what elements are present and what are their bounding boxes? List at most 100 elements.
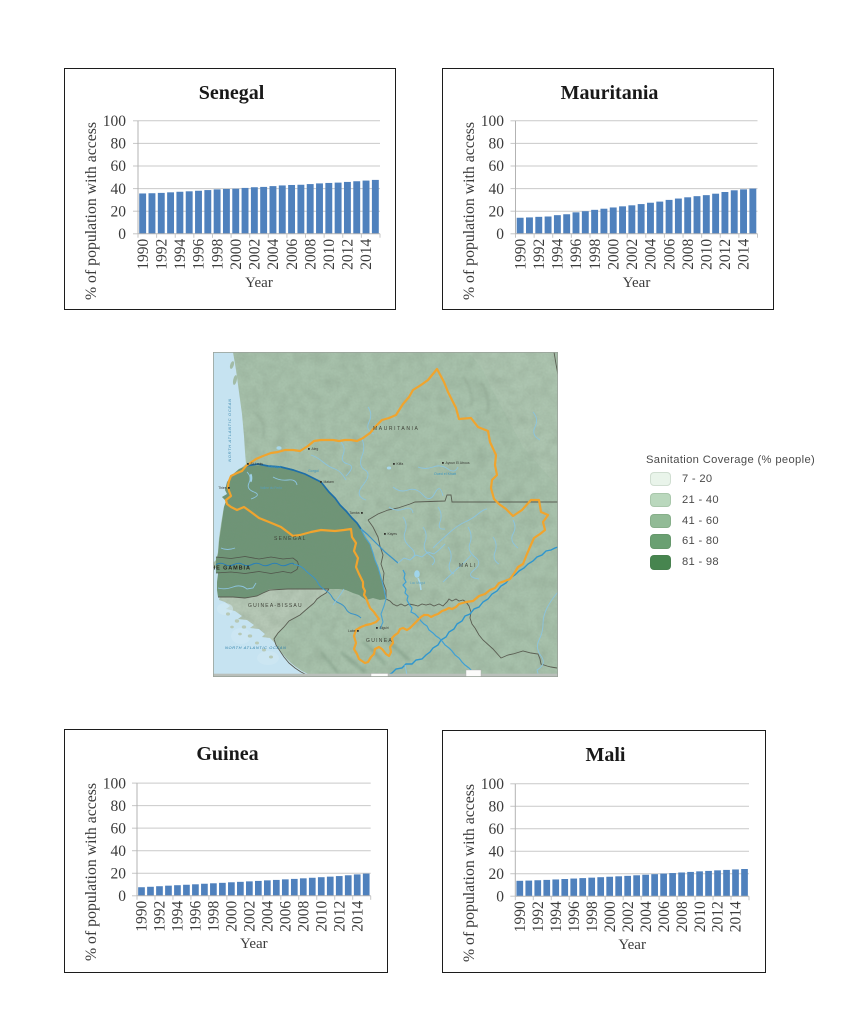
svg-text:% of population with access: % of population with access — [461, 122, 478, 300]
svg-text:Year: Year — [240, 936, 268, 952]
svg-text:Year: Year — [618, 937, 646, 953]
svg-text:1990: 1990 — [512, 901, 529, 932]
svg-text:Aleg: Aleg — [312, 447, 319, 451]
svg-text:Mauritania: Mauritania — [561, 82, 659, 104]
svg-text:Vallee du Ferlo: Vallee du Ferlo — [260, 486, 282, 490]
svg-text:Senegal: Senegal — [268, 465, 281, 469]
svg-text:2010: 2010 — [692, 901, 709, 932]
svg-text:Year: Year — [245, 275, 273, 291]
svg-text:1994: 1994 — [550, 239, 567, 270]
svg-text:St-Louis: St-Louis — [251, 462, 264, 466]
svg-text:1996: 1996 — [191, 239, 208, 270]
svg-text:1994: 1994 — [170, 901, 187, 932]
svg-text:2014: 2014 — [728, 901, 745, 932]
svg-text:Lac Magui: Lac Magui — [410, 581, 425, 585]
svg-text:1998: 1998 — [209, 239, 226, 270]
svg-text:20: 20 — [489, 203, 505, 220]
svg-text:40: 40 — [111, 843, 127, 860]
svg-text:% of population with access: % of population with access — [83, 122, 100, 300]
svg-text:2000: 2000 — [605, 239, 622, 270]
svg-text:2014: 2014 — [736, 239, 753, 270]
svg-text:1992: 1992 — [152, 901, 169, 932]
svg-text:80: 80 — [111, 136, 127, 153]
svg-text:Labe: Labe — [348, 629, 356, 633]
svg-text:80: 80 — [489, 798, 505, 815]
svg-text:MAURITANIA: MAURITANIA — [373, 426, 419, 432]
svg-text:2008: 2008 — [302, 239, 319, 270]
svg-text:MALI: MALI — [459, 563, 477, 569]
svg-text:1990: 1990 — [134, 901, 151, 932]
svg-text:Tamba: Tamba — [349, 511, 359, 515]
svg-text:2008: 2008 — [674, 901, 691, 932]
svg-text:2006: 2006 — [278, 901, 295, 932]
svg-text:Gorgol: Gorgol — [308, 469, 319, 473]
svg-text:2004: 2004 — [638, 901, 655, 932]
svg-text:2000: 2000 — [228, 239, 245, 270]
svg-text:1996: 1996 — [568, 239, 585, 270]
svg-text:Kayes: Kayes — [388, 532, 398, 536]
svg-text:2010: 2010 — [321, 239, 338, 270]
svg-text:1990: 1990 — [512, 239, 529, 270]
svg-text:NORTH ATLANTIC OCEAN: NORTH ATLANTIC OCEAN — [227, 398, 232, 462]
svg-text:2012: 2012 — [331, 901, 348, 932]
svg-text:Guinea: Guinea — [196, 743, 258, 765]
svg-text:60: 60 — [489, 821, 505, 838]
svg-text:1992: 1992 — [530, 901, 547, 932]
svg-text:1998: 1998 — [587, 239, 604, 270]
svg-text:Oued el Khatt: Oued el Khatt — [434, 472, 456, 476]
svg-text:2012: 2012 — [340, 239, 357, 270]
svg-text:100: 100 — [481, 113, 505, 130]
svg-text:2002: 2002 — [620, 901, 637, 932]
svg-text:Mali: Mali — [586, 744, 626, 766]
svg-text:1996: 1996 — [566, 901, 583, 932]
svg-text:2004: 2004 — [265, 239, 282, 270]
svg-text:2008: 2008 — [295, 901, 312, 932]
svg-text:2010: 2010 — [313, 901, 330, 932]
svg-text:Siguiri: Siguiri — [380, 626, 390, 630]
svg-text:% of population with access: % of population with access — [461, 784, 478, 962]
svg-text:2010: 2010 — [699, 239, 716, 270]
svg-text:2006: 2006 — [284, 239, 301, 270]
svg-text:2008: 2008 — [680, 239, 697, 270]
svg-text:2002: 2002 — [242, 901, 259, 932]
svg-text:20: 20 — [489, 866, 505, 883]
svg-text:100: 100 — [481, 776, 505, 793]
svg-text:Year: Year — [623, 275, 651, 291]
svg-text:Senegal: Senegal — [199, 82, 265, 104]
svg-text:0: 0 — [496, 226, 504, 243]
svg-text:0: 0 — [496, 888, 504, 905]
svg-text:60: 60 — [489, 158, 505, 175]
svg-text:Thies: Thies — [218, 486, 227, 490]
svg-text:Matam: Matam — [324, 480, 335, 484]
svg-text:Ayoun El Atrous: Ayoun El Atrous — [446, 461, 470, 465]
svg-text:2004: 2004 — [643, 239, 660, 270]
svg-text:NORTH ATLANTIC OCEAN: NORTH ATLANTIC OCEAN — [225, 645, 287, 650]
svg-text:2006: 2006 — [661, 239, 678, 270]
svg-text:2006: 2006 — [656, 901, 673, 932]
svg-text:80: 80 — [489, 136, 505, 153]
svg-text:40: 40 — [489, 843, 505, 860]
svg-text:2014: 2014 — [349, 901, 366, 932]
svg-text:GUINEA-BISSAU: GUINEA-BISSAU — [248, 603, 303, 609]
svg-text:2002: 2002 — [247, 239, 264, 270]
svg-text:0: 0 — [118, 226, 126, 243]
svg-text:SENEGAL: SENEGAL — [274, 536, 307, 542]
svg-text:GUINEA: GUINEA — [366, 638, 393, 644]
svg-text:2014: 2014 — [358, 239, 375, 270]
svg-text:1998: 1998 — [206, 901, 223, 932]
svg-text:60: 60 — [111, 820, 127, 837]
svg-text:40: 40 — [111, 181, 127, 198]
svg-text:1996: 1996 — [188, 901, 205, 932]
svg-text:2012: 2012 — [717, 239, 734, 270]
svg-text:% of population with access: % of population with access — [83, 783, 100, 961]
svg-text:1994: 1994 — [172, 239, 189, 270]
svg-text:1992: 1992 — [531, 239, 548, 270]
svg-text:100: 100 — [103, 113, 127, 130]
svg-text:2000: 2000 — [224, 901, 241, 932]
svg-text:100: 100 — [103, 775, 127, 792]
svg-text:1992: 1992 — [153, 239, 170, 270]
svg-text:Kiffa: Kiffa — [397, 462, 404, 466]
svg-text:80: 80 — [111, 798, 127, 815]
svg-text:1998: 1998 — [584, 901, 601, 932]
svg-text:1994: 1994 — [548, 901, 565, 932]
